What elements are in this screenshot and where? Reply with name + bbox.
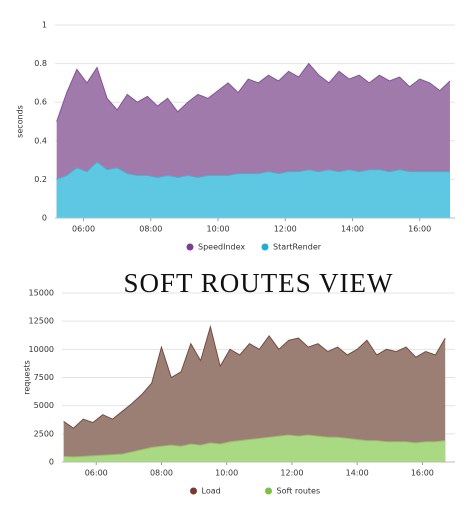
y-tick-label: 0: [42, 214, 47, 223]
area: [63, 326, 446, 462]
y-tick-label: 7500: [34, 373, 54, 382]
y-tick-label: 1: [42, 21, 47, 30]
legend-marker: [261, 243, 269, 251]
area-line: [63, 324, 446, 429]
x-tick-label: 12:00: [274, 225, 297, 234]
y-tick-label: 0: [49, 458, 54, 467]
y-tick-label: 10000: [29, 345, 54, 354]
legend-marker: [190, 487, 197, 495]
area: [63, 434, 446, 462]
x-tick-label: 08:00: [150, 469, 173, 478]
x-tick-label: 10:00: [206, 225, 229, 234]
x-tick-label: 12:00: [280, 469, 303, 478]
y-tick-label: 2500: [34, 429, 54, 438]
x-tick-label: 16:00: [411, 469, 434, 478]
chart-title: SOFT ROUTES VIEW: [123, 268, 393, 298]
legend-label: StartRender: [273, 243, 322, 252]
y-tick-label: 0.4: [34, 136, 47, 145]
legend-label: Load: [202, 487, 221, 496]
y-tick-label: 12500: [29, 317, 54, 326]
x-tick-label: 14:00: [346, 469, 369, 478]
x-tick-label: 14:00: [341, 225, 364, 234]
area-line: [63, 434, 446, 458]
legend-label: Soft routes: [277, 487, 321, 496]
y-tick-label: 0.6: [34, 98, 47, 107]
legend-marker: [265, 487, 272, 495]
legend-marker: [186, 243, 194, 251]
x-tick-label: 08:00: [139, 225, 162, 234]
y-tick-label: 5000: [34, 401, 54, 410]
x-tick-label: 10:00: [215, 469, 238, 478]
x-tick-label: 16:00: [408, 225, 431, 234]
x-tick-label: 06:00: [85, 469, 108, 478]
area-line: [56, 62, 451, 122]
area: [56, 162, 450, 218]
area-line: [56, 161, 450, 180]
y-tick-label: 0.8: [34, 59, 47, 68]
y-tick-label: 15000: [29, 289, 54, 298]
legend-label: SpeedIndex: [198, 243, 245, 252]
y-tick-label: 0.2: [34, 175, 47, 184]
x-tick-label: 06:00: [72, 225, 95, 234]
y-axis-label: requests: [23, 360, 32, 395]
y-axis-label: seconds: [16, 105, 25, 138]
